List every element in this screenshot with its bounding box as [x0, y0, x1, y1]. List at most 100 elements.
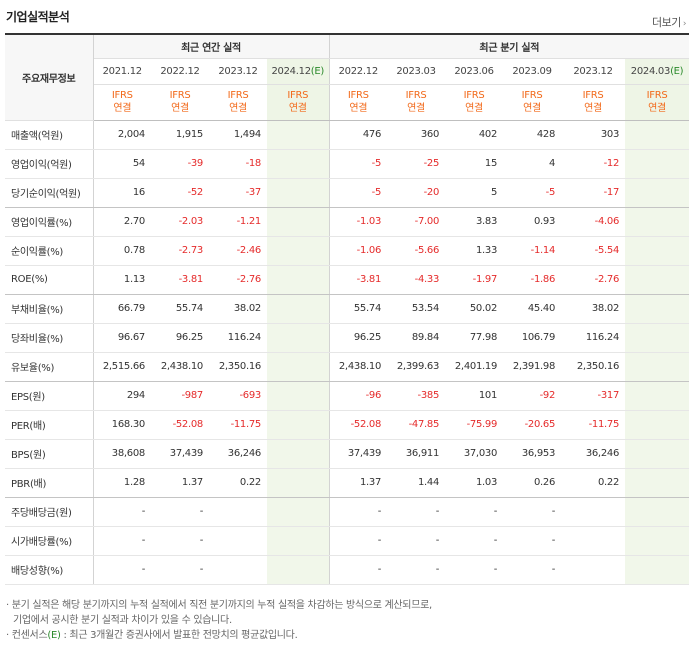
- value-cell: 38.02: [209, 294, 267, 324]
- value-cell: -11.75: [561, 410, 626, 440]
- period-header: 2023.03: [387, 58, 446, 85]
- value-cell: [561, 497, 626, 527]
- table-row: 영업이익(억원) 54 -39 -18 -5 -25 15 4 -12: [5, 149, 690, 179]
- value-cell: [625, 381, 690, 411]
- table-row: 시가배당률(%) - - - - - -: [5, 526, 690, 556]
- value-cell: -17: [561, 178, 626, 208]
- value-cell: 1.37: [151, 468, 209, 498]
- value-cell: [267, 526, 330, 556]
- value-cell: 38.02: [561, 294, 626, 324]
- row-header-label: 주요재무정보: [5, 34, 94, 121]
- value-cell: 1.33: [445, 236, 504, 266]
- value-cell: [625, 439, 690, 469]
- value-cell: 1.37: [328, 468, 388, 498]
- period-header: 2023.12: [561, 58, 626, 85]
- table-row: 당좌비율(%) 96.67 96.25 116.24 96.25 89.84 77.98 10…: [5, 323, 690, 353]
- value-cell: -92: [503, 381, 562, 411]
- row-label: 시가배당률(%): [5, 526, 94, 556]
- value-cell: 55.74: [151, 294, 209, 324]
- acct-basis: IFRS 연결: [151, 84, 209, 121]
- table-row: 유보율(%) 2,515.66 2,438.10 2,350.16 2,438.10 2,…: [5, 352, 690, 382]
- value-cell: 96.67: [93, 323, 151, 353]
- row-label: 당기순이익(억원): [5, 178, 94, 208]
- value-cell: 360: [387, 120, 446, 150]
- value-cell: -5: [328, 178, 388, 208]
- acct-standard: IFRS: [227, 90, 249, 101]
- value-cell: [625, 294, 690, 324]
- value-cell: 37,439: [151, 439, 209, 469]
- period-label: 2024.03: [630, 65, 671, 77]
- period-header: 2024.03(E): [625, 58, 690, 85]
- value-cell: 4: [503, 149, 562, 179]
- more-link[interactable]: 더보기 ›: [652, 14, 687, 30]
- period-label: 2022.12: [338, 65, 379, 77]
- value-cell: -18: [209, 149, 267, 179]
- acct-basis: IFRS 연결: [387, 84, 446, 121]
- row-label: EPS(원): [5, 381, 94, 411]
- value-cell: -2.03: [151, 207, 209, 237]
- estimate-marker: (E): [310, 65, 325, 77]
- value-cell: [267, 236, 330, 266]
- table-row: ROE(%) 1.13 -3.81 -2.76 -3.81 -4.33 -1.97 -1.86…: [5, 265, 690, 295]
- acct-basis: IFRS 연결: [267, 84, 330, 121]
- value-cell: 294: [93, 381, 151, 411]
- value-cell: 36,953: [503, 439, 562, 469]
- value-cell: -7.00: [387, 207, 446, 237]
- acct-scope: 연결: [648, 103, 666, 114]
- value-cell: 106.79: [503, 323, 562, 353]
- table-row: 부채비율(%) 66.79 55.74 38.02 55.74 53.54 50.02 45.…: [5, 294, 690, 324]
- value-cell: 89.84: [387, 323, 446, 353]
- row-label: PBR(배): [5, 468, 94, 498]
- value-cell: [625, 120, 690, 150]
- acct-scope: 연결: [113, 103, 132, 114]
- value-cell: -5.54: [561, 236, 626, 266]
- footnotes: · 분기 실적은 해당 분기까지의 누적 실적에서 직전 분기까지의 누적 실적…: [6, 598, 432, 643]
- value-cell: -20: [387, 178, 446, 208]
- period-header: 2021.12: [93, 58, 151, 85]
- group-header-annual: 최근 연간 실적: [93, 34, 330, 59]
- acct-standard: IFRS: [347, 90, 369, 101]
- acct-standard: IFRS: [582, 90, 604, 101]
- value-cell: [625, 410, 690, 440]
- period-label: 2023.09: [512, 65, 552, 77]
- value-cell: -52.08: [328, 410, 388, 440]
- value-cell: 45.40: [503, 294, 562, 324]
- value-cell: 55.74: [328, 294, 388, 324]
- table-row: 당기순이익(억원) 16 -52 -37 -5 -20 5 -5 -17: [5, 178, 690, 208]
- value-cell: [267, 323, 330, 353]
- value-cell: -4.33: [387, 265, 446, 295]
- value-cell: [267, 120, 330, 150]
- value-cell: [267, 439, 330, 469]
- value-cell: 36,246: [561, 439, 626, 469]
- footnote-2: · 컨센서스(E) : 최근 3개월간 증권사에서 발표한 전망치의 평균값입니…: [6, 630, 298, 641]
- value-cell: -52.08: [151, 410, 209, 440]
- value-cell: 2,401.19: [445, 352, 504, 382]
- value-cell: [625, 555, 690, 585]
- acct-scope: 연결: [523, 103, 541, 114]
- value-cell: [625, 207, 690, 237]
- value-cell: 2,399.63: [387, 352, 446, 382]
- value-cell: -: [387, 526, 446, 556]
- value-cell: 37,030: [445, 439, 504, 469]
- period-header: 2024.12(E): [267, 58, 330, 85]
- period-header: 2022.12: [328, 58, 388, 85]
- value-cell: 2,391.98: [503, 352, 562, 382]
- value-cell: [209, 497, 267, 527]
- value-cell: [267, 352, 330, 382]
- value-cell: [267, 149, 330, 179]
- row-label: 매출액(억원): [5, 120, 94, 150]
- row-label: 부채비율(%): [5, 294, 94, 324]
- value-cell: [625, 265, 690, 295]
- value-cell: 1.03: [445, 468, 504, 498]
- value-cell: -2.73: [151, 236, 209, 266]
- value-cell: -5.66: [387, 236, 446, 266]
- value-cell: -: [151, 526, 209, 556]
- value-cell: -: [387, 497, 446, 527]
- value-cell: [267, 381, 330, 411]
- value-cell: -1.06: [328, 236, 388, 266]
- acct-standard: IFRS: [521, 90, 543, 101]
- value-cell: 96.25: [328, 323, 388, 353]
- value-cell: 2,438.10: [328, 352, 388, 382]
- acct-standard: IFRS: [287, 90, 309, 101]
- acct-standard: IFRS: [405, 90, 427, 101]
